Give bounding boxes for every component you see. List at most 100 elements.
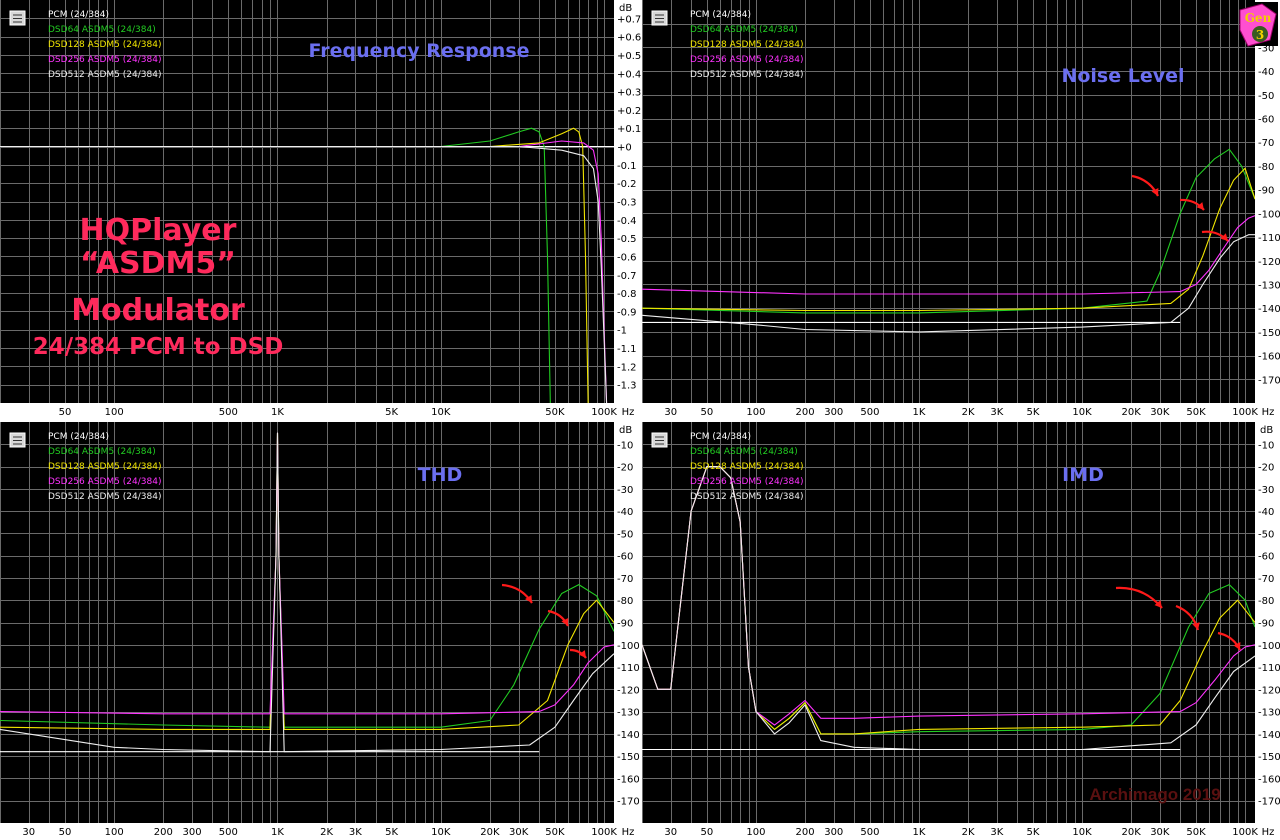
arrow-annotations [501, 174, 1241, 659]
y-tick-label: +0 [617, 143, 632, 154]
y-tick-label: -60 [1258, 552, 1274, 563]
y-unit-label: dB [619, 425, 632, 436]
y-tick-label: -170 [1258, 375, 1280, 386]
y-tick-label: -120 [1258, 257, 1280, 268]
x-tick-label: 50K [545, 827, 565, 838]
x-tick-label: 10K [1072, 827, 1092, 838]
arrow-head [1220, 233, 1228, 241]
x-tick-label: 30 [664, 407, 677, 418]
legend-entry: DSD256 ASDM5 (24/384) [690, 477, 803, 487]
y-tick-label: -30 [1258, 43, 1274, 54]
x-tick-label: 300 [824, 407, 843, 418]
x-tick-label: 500 [219, 407, 238, 418]
chart-panel-thd: 30 50 100 200 300 500 1K 2K 3K 5K 10K 20K 30K 50K 100K… [0, 422, 640, 840]
chart-title: THD [418, 464, 463, 486]
series-line-4 [642, 466, 1255, 751]
chart-panel-noise: 30 50 100 200 300 500 1K 2K 3K 5K 10K 20K 30K 50K 100K… [642, 0, 1280, 420]
y-tick-label: +0.1 [617, 124, 641, 135]
legend-entry: DSD64 ASDM5 (24/384) [48, 25, 156, 35]
x-tick-label: 100 [746, 827, 765, 838]
x-tick-label: 100 [105, 407, 124, 418]
x-tick-label: 1K [913, 407, 926, 418]
x-tick-label: 10K [1072, 407, 1092, 418]
y-tick-label: -0.1 [617, 161, 637, 172]
x-tick-label: 3K [990, 407, 1003, 418]
y-tick-label: -120 [617, 685, 640, 696]
y-tick-label: -40 [617, 507, 633, 518]
y-tick-label: -1.2 [617, 362, 637, 373]
arrow-head [1192, 622, 1200, 630]
legend-entry: PCM (24/384) [48, 432, 109, 442]
x-tick-label: 5K [385, 407, 398, 418]
x-unit-label: Hz [622, 827, 635, 838]
legend-entry: PCM (24/384) [690, 10, 751, 20]
watermark: Archimago 2019 [1089, 785, 1220, 804]
legend-entry: DSD128 ASDM5 (24/384) [690, 40, 803, 50]
x-tick-label: 300 [183, 827, 202, 838]
x-tick-label: 50K [545, 407, 565, 418]
overlay-caption: HQPlayer [80, 213, 237, 248]
x-tick-label: 50K [1186, 407, 1206, 418]
legend-entry: PCM (24/384) [48, 10, 109, 20]
y-tick-label: -50 [1258, 91, 1274, 102]
y-tick-label: -0.4 [617, 216, 637, 227]
legend-entry: DSD128 ASDM5 (24/384) [48, 40, 161, 50]
y-tick-label: +0.5 [617, 51, 641, 62]
series-line-2 [0, 127, 589, 403]
y-tick-label: -90 [1258, 186, 1274, 197]
legend-entry: PCM (24/384) [690, 432, 751, 442]
x-unit-label: Hz [622, 407, 635, 418]
overlay-caption: “ASDM5” [80, 246, 236, 281]
legend-entry: DSD128 ASDM5 (24/384) [690, 462, 803, 472]
y-tick-label: -170 [617, 797, 640, 808]
x-unit-label: Hz [1262, 407, 1275, 418]
y-tick-label: -150 [1258, 752, 1280, 763]
legend-entry: DSD512 ASDM5 (24/384) [48, 492, 161, 502]
y-tick-label: -1 [617, 326, 627, 337]
series-group [642, 148, 1255, 333]
y-unit-label: dB [1260, 425, 1273, 436]
y-tick-label: -140 [617, 730, 640, 741]
y-tick-label: -20 [617, 463, 633, 474]
x-tick-label: 500 [860, 407, 879, 418]
x-tick-label: 30K [509, 827, 529, 838]
x-tick-label: 30K [1150, 407, 1170, 418]
arrow-head [1151, 188, 1159, 196]
x-tick-label: 300 [824, 827, 843, 838]
x-tick-label: 2K [962, 407, 975, 418]
legend-toggle-icon[interactable] [9, 432, 26, 448]
y-tick-label: -80 [1258, 162, 1274, 173]
y-tick-label: -1.1 [617, 344, 637, 355]
arrow-head [1154, 600, 1162, 608]
y-tick-label: -130 [1258, 280, 1280, 291]
y-tick-label: -20 [1258, 463, 1274, 474]
x-tick-label: 5K [1027, 407, 1040, 418]
x-tick-label: 200 [154, 827, 173, 838]
y-tick-label: +0.6 [617, 33, 641, 44]
y-tick-label: -30 [1258, 485, 1274, 496]
x-tick-label: 500 [860, 827, 879, 838]
y-tick-label: -0.2 [617, 179, 637, 190]
y-tick-label: -0.7 [617, 271, 637, 282]
legend-toggle-icon[interactable] [651, 432, 668, 448]
y-tick-label: -30 [617, 485, 633, 496]
x-tick-label: 30 [664, 827, 677, 838]
x-unit-label: Hz [1262, 827, 1275, 838]
x-tick-label: 10K [431, 827, 451, 838]
grid [642, 422, 1255, 823]
y-tick-label: -110 [1258, 663, 1280, 674]
arrow-head [561, 618, 569, 626]
y-tick-label: -90 [1258, 619, 1274, 630]
y-tick-label: +0.4 [617, 69, 641, 80]
y-tick-label: -0.5 [617, 234, 637, 245]
x-tick-label: 20K [1121, 407, 1141, 418]
x-tick-label: 50 [59, 407, 72, 418]
x-tick-label: 100K [591, 407, 617, 418]
y-tick-label: -70 [1258, 574, 1274, 585]
legend-toggle-icon[interactable] [651, 10, 668, 26]
x-tick-label: 1K [913, 827, 926, 838]
x-tick-label: 1K [271, 827, 284, 838]
y-tick-label: -70 [1258, 138, 1274, 149]
legend-toggle-icon[interactable] [9, 10, 26, 26]
